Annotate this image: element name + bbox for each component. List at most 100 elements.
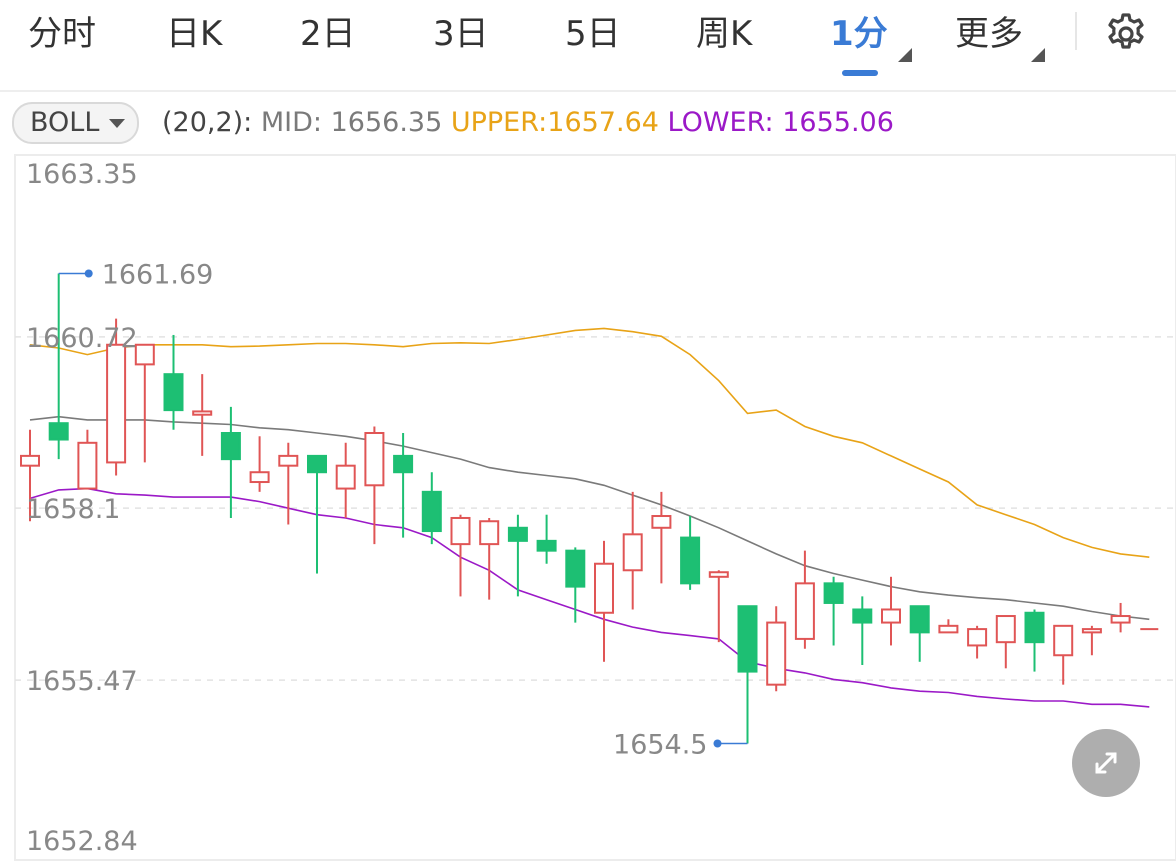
candle-down: [307, 454, 327, 574]
candle-body: [565, 549, 586, 588]
candle-body: [134, 343, 155, 366]
candles: [20, 273, 1159, 744]
candle-body: [680, 536, 701, 585]
y-tick-label: 1655.47: [26, 666, 138, 697]
candle-down: [220, 406, 241, 518]
tab-weekly-k[interactable]: 周K: [696, 14, 753, 54]
candle-down: [536, 514, 557, 564]
candle-up: [278, 442, 299, 525]
candle-body: [335, 464, 356, 490]
tab-timeshare[interactable]: 分时: [28, 14, 96, 54]
candle-down: [421, 472, 442, 545]
candle-up: [134, 343, 155, 463]
candle-body: [163, 373, 184, 412]
y-tick-label: 1652.84: [26, 826, 138, 857]
indicator-row: BOLL (20,2): MID: 1656.35 UPPER:1657.64 …: [0, 100, 1176, 148]
candle-body: [393, 454, 414, 474]
candle-down: [48, 273, 69, 460]
chart-grid: [15, 336, 1176, 681]
caret-down-icon: [109, 118, 126, 128]
indicator-select-label: BOLL: [30, 107, 100, 138]
candle-body: [1081, 628, 1102, 634]
candle-down: [163, 334, 184, 430]
tab-more[interactable]: 更多: [955, 14, 1023, 54]
candle-down: [393, 433, 414, 538]
min-price-label: 1654.5: [613, 729, 707, 760]
candle-down: [1024, 609, 1045, 672]
candle-up: [450, 514, 471, 597]
candle-body: [1053, 624, 1074, 657]
indicator-select[interactable]: BOLL: [12, 102, 140, 144]
y-tick-label: 1663.35: [26, 159, 138, 190]
boll-legend: (20,2): MID: 1656.35 UPPER:1657.64 LOWER…: [162, 102, 894, 144]
candle-up: [1081, 625, 1102, 656]
boll-params: (20,2):: [162, 107, 253, 138]
candle-body: [794, 582, 815, 640]
candle-down: [909, 605, 930, 662]
candle-body: [594, 562, 614, 614]
candle-body: [364, 432, 385, 487]
expand-chart-button[interactable]: [1072, 729, 1140, 797]
candle-body: [450, 516, 471, 546]
candle-body: [766, 621, 787, 686]
tab-1-minute[interactable]: 1分: [830, 14, 888, 54]
tab-2-day[interactable]: 2日: [300, 14, 356, 54]
candle-up: [1053, 624, 1074, 685]
candle-body: [737, 605, 758, 673]
candle-body: [220, 432, 241, 461]
candle-down: [565, 547, 586, 623]
tab-daily-k[interactable]: 日K: [166, 14, 223, 54]
candle-up: [364, 426, 385, 545]
candle-up: [77, 429, 98, 490]
candle-up: [938, 619, 959, 634]
min-marker-dot: [713, 739, 722, 748]
candle-body: [881, 608, 901, 624]
candle-body: [852, 608, 873, 624]
boll-upper-value: UPPER:1657.64: [450, 107, 659, 138]
boll-lower-line: [29, 487, 1150, 708]
candle-down: [737, 605, 758, 744]
candle-down: [507, 514, 528, 597]
candle-up: [967, 625, 988, 659]
candle-body: [708, 571, 729, 578]
tab-5-day[interactable]: 5日: [565, 14, 621, 54]
candle-up: [766, 606, 787, 692]
candle-up: [708, 570, 729, 643]
candle-up: [106, 318, 127, 476]
candle-body: [507, 526, 528, 542]
candle-body: [20, 454, 40, 467]
tab-3-day[interactable]: 3日: [433, 14, 489, 54]
candle-up: [479, 517, 500, 600]
candle-up: [1110, 602, 1131, 633]
candle-body: [823, 582, 844, 604]
max-marker-dot: [84, 269, 93, 278]
candle-up: [995, 615, 1016, 669]
max-price-label: 1661.69: [102, 260, 214, 291]
candle-body: [77, 441, 98, 490]
active-tab-indicator: [842, 70, 878, 76]
candle-body: [622, 533, 643, 572]
candle-body: [479, 520, 500, 546]
candle-down: [823, 576, 844, 646]
candle-body: [536, 539, 557, 552]
gear-icon[interactable]: [1102, 10, 1150, 58]
candle-body: [48, 422, 69, 441]
period-tab-bar: 分时 日K 2日 3日 5日 周K 1分 更多: [0, 0, 1176, 90]
candle-up: [20, 429, 40, 522]
candle-body: [967, 628, 988, 647]
candle-body: [106, 343, 127, 464]
header-divider: [0, 90, 1176, 92]
boll-mid-line: [29, 415, 1150, 621]
candle-up: [794, 550, 815, 649]
boll-mid-value: MID: 1656.35: [260, 107, 443, 138]
candle-up: [881, 576, 901, 646]
boll-lower-value: LOWER: 1655.06: [667, 107, 894, 138]
tab-separator: [1075, 12, 1077, 50]
candle-body: [1024, 611, 1045, 644]
candle-body: [307, 454, 327, 474]
candle-down: [852, 596, 873, 666]
extreme-annotations: 1661.69 1654.5: [58, 260, 748, 760]
candle-down: [680, 516, 701, 590]
candle-body: [909, 605, 930, 634]
